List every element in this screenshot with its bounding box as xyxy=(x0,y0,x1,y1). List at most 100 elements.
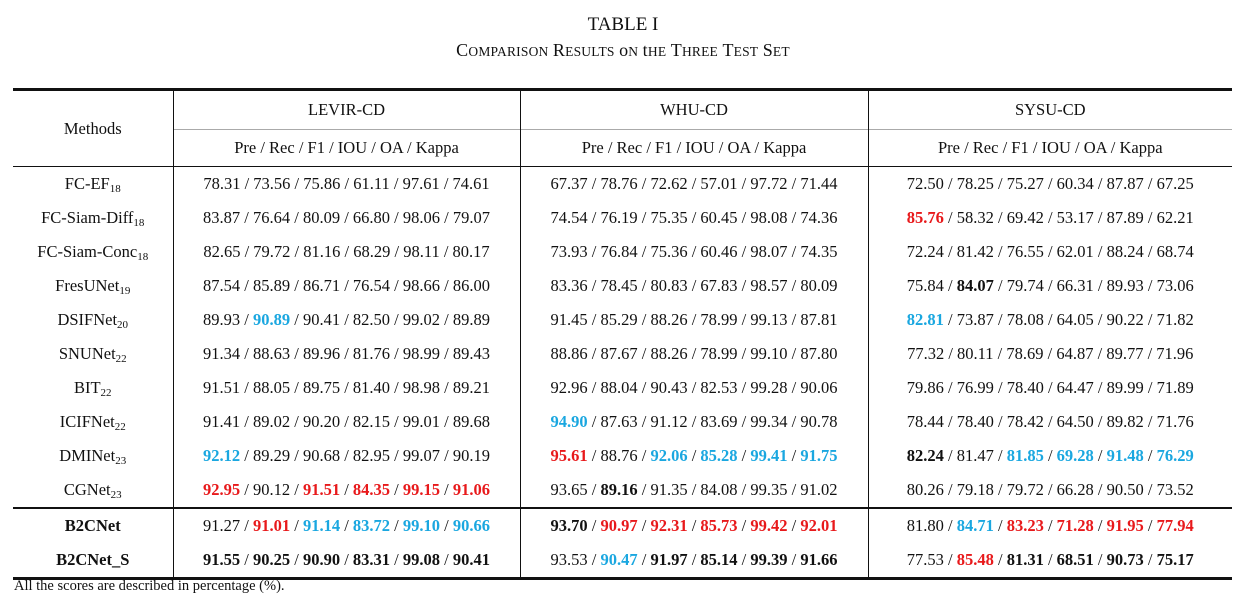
score-value: 79.18 xyxy=(956,480,994,499)
score-separator: / xyxy=(587,208,601,227)
score-value: 94.90 xyxy=(550,412,588,431)
score-separator: / xyxy=(1093,310,1107,329)
score-separator: / xyxy=(390,446,403,465)
score-separator: / xyxy=(1143,516,1157,535)
score-value: 91.41 xyxy=(203,412,241,431)
score-separator: / xyxy=(1143,344,1157,363)
score-separator: / xyxy=(737,446,751,465)
score-separator: / xyxy=(1043,480,1057,499)
method-name: B2CNet_S xyxy=(13,543,173,579)
score-value: 92.01 xyxy=(800,516,838,535)
score-value: 73.52 xyxy=(1156,480,1194,499)
score-value: 89.93 xyxy=(1106,276,1144,295)
method-name: CGNet23 xyxy=(13,473,173,508)
score-separator: / xyxy=(440,446,453,465)
score-separator: / xyxy=(390,344,403,363)
score-value: 79.72 xyxy=(1006,480,1044,499)
score-value: 78.42 xyxy=(1006,412,1044,431)
score-value: 82.81 xyxy=(906,310,944,329)
score-value: 66.80 xyxy=(352,208,391,227)
scores-levir: 91.41 / 89.02 / 90.20 / 82.15 / 99.01 / … xyxy=(172,405,520,439)
score-value: 89.89 xyxy=(452,310,490,329)
score-value: 66.28 xyxy=(1056,480,1094,499)
score-separator: / xyxy=(290,516,303,535)
scores-sysu: 82.24 / 81.47 / 81.85 / 69.28 / 91.48 / … xyxy=(867,439,1232,473)
score-value: 82.24 xyxy=(906,446,944,465)
score-separator: / xyxy=(637,242,651,261)
method-label: SNUNet xyxy=(58,343,116,363)
score-value: 81.31 xyxy=(1006,550,1044,569)
score-separator: / xyxy=(240,480,253,499)
score-value: 87.81 xyxy=(800,310,838,329)
score-value: 84.08 xyxy=(700,480,738,499)
score-separator: / xyxy=(687,480,701,499)
scores-levir: 92.12 / 89.29 / 90.68 / 82.95 / 99.07 / … xyxy=(172,439,520,473)
scores-sysu: 80.26 / 79.18 / 79.72 / 66.28 / 90.50 / … xyxy=(867,473,1232,508)
score-value: 91.01 xyxy=(252,516,291,535)
score-separator: / xyxy=(240,174,254,193)
score-value: 91.51 xyxy=(302,480,341,499)
method-name: B2CNet xyxy=(13,508,173,543)
score-separator: / xyxy=(1143,208,1157,227)
method-label: CGNet xyxy=(63,479,111,499)
score-separator: / xyxy=(1043,174,1057,193)
score-value: 98.57 xyxy=(750,276,788,295)
score-separator: / xyxy=(787,344,801,363)
score-value: 91.48 xyxy=(1106,446,1144,465)
score-separator: / xyxy=(943,550,957,569)
score-separator: / xyxy=(1143,242,1157,261)
method-name: BIT22 xyxy=(13,371,173,405)
score-value: 93.53 xyxy=(550,550,588,569)
score-separator: / xyxy=(737,516,751,535)
score-value: 82.95 xyxy=(352,446,391,465)
score-separator: / xyxy=(943,516,957,535)
score-value: 99.10 xyxy=(750,344,788,363)
score-separator: / xyxy=(687,516,701,535)
score-value: 89.77 xyxy=(1106,344,1144,363)
score-value: 60.34 xyxy=(1056,174,1094,193)
score-separator: / xyxy=(290,174,304,193)
score-separator: / xyxy=(943,378,957,397)
score-value: 72.50 xyxy=(906,174,944,193)
metrics-header-sysu: Pre / Rec / F1 / IOU / OA / Kappa xyxy=(867,129,1232,167)
method-label: FC-EF xyxy=(64,173,110,193)
scores-levir: 92.95 / 90.12 / 91.51 / 84.35 / 99.15 / … xyxy=(172,473,520,508)
score-separator: / xyxy=(440,480,453,499)
score-value: 78.25 xyxy=(956,174,994,193)
score-value: 89.43 xyxy=(452,344,490,363)
score-value: 90.12 xyxy=(252,480,291,499)
score-separator: / xyxy=(1093,516,1107,535)
method-year-subscript: 22 xyxy=(115,352,127,365)
score-separator: / xyxy=(737,480,751,499)
score-value: 87.67 xyxy=(600,344,638,363)
scores-sysu: 82.81 / 73.87 / 78.08 / 64.05 / 90.22 / … xyxy=(867,303,1232,337)
score-separator: / xyxy=(1143,276,1157,295)
score-separator: / xyxy=(290,412,303,431)
score-value: 99.02 xyxy=(402,310,441,329)
score-value: 91.14 xyxy=(302,516,341,535)
score-value: 75.84 xyxy=(906,276,944,295)
method-year-subscript: 19 xyxy=(119,284,131,297)
score-separator: / xyxy=(687,412,701,431)
score-value: 89.02 xyxy=(252,412,291,431)
score-separator: / xyxy=(687,174,701,193)
score-value: 64.87 xyxy=(1056,344,1094,363)
score-separator: / xyxy=(687,446,701,465)
score-value: 85.76 xyxy=(906,208,944,227)
score-value: 73.87 xyxy=(956,310,994,329)
score-value: 91.35 xyxy=(650,480,688,499)
score-value: 85.14 xyxy=(700,550,738,569)
score-separator: / xyxy=(340,344,353,363)
score-value: 80.83 xyxy=(650,276,688,295)
score-separator: / xyxy=(1043,276,1057,295)
score-value: 87.87 xyxy=(1106,174,1144,193)
method-year-subscript: 20 xyxy=(117,318,129,331)
score-separator: / xyxy=(737,208,751,227)
table-row: DMINet23 92.12 / 89.29 / 90.68 / 82.95 / … xyxy=(13,439,1232,473)
score-value: 99.15 xyxy=(402,480,441,499)
score-separator: / xyxy=(587,174,601,193)
score-value: 79.86 xyxy=(906,378,944,397)
score-separator: / xyxy=(390,310,403,329)
score-value: 91.12 xyxy=(650,412,688,431)
score-value: 85.48 xyxy=(956,550,994,569)
